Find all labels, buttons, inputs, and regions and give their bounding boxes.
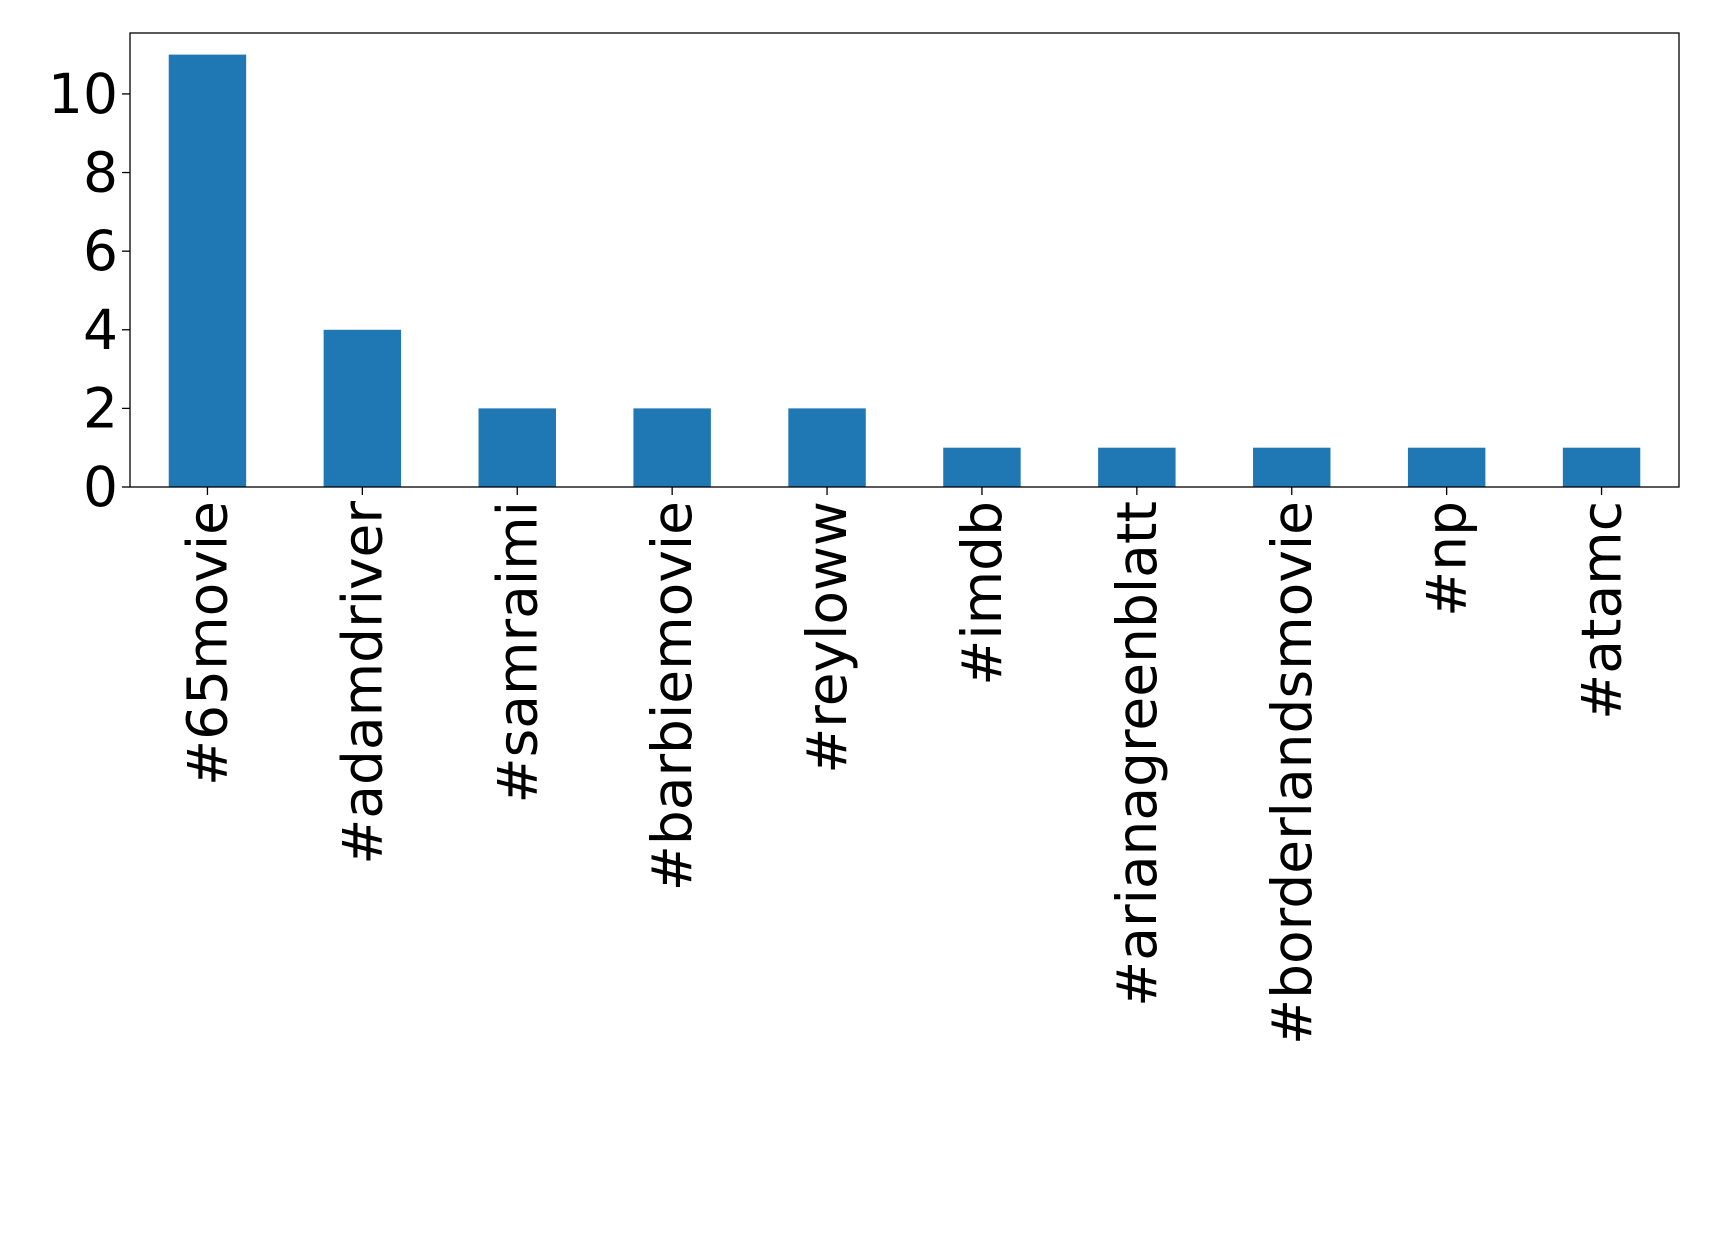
plot-frame (129, 32, 1680, 488)
x-tick-label: #np (1415, 501, 1479, 617)
bar-arianagreenblatt (1098, 447, 1176, 487)
x-tick-label: #adamdriver (330, 501, 394, 865)
x-tick-label: #atamc (1570, 501, 1634, 720)
x-tick-label: #borderlandsmovie (1260, 501, 1324, 1045)
bar-np (1407, 447, 1486, 487)
x-tick-label: #arianagreenblatt (1105, 501, 1169, 1007)
x-tick-label: #reyloww (795, 501, 859, 774)
bar-65movie (168, 54, 247, 487)
x-tick-label: #barbiemovie (640, 501, 704, 891)
x-tick-label: #samraimi (485, 501, 549, 803)
y-tick-label: 6 (83, 219, 118, 283)
bar-atamc (1562, 447, 1641, 487)
y-tick-label: 2 (83, 376, 118, 440)
bar-adamdriver (323, 329, 402, 487)
x-tick-label: #65movie (175, 501, 239, 786)
y-tick-label: 8 (83, 141, 118, 205)
bar-imdb (943, 447, 1021, 487)
y-tick-label: 4 (83, 298, 118, 362)
bar-reyloww (788, 408, 866, 487)
y-tick-label: 10 (48, 62, 118, 126)
y-tick-label: 0 (83, 455, 118, 519)
bar-borderlandsmovie (1253, 447, 1331, 487)
bar-samraimi (478, 408, 556, 487)
x-tick-label: #imdb (950, 501, 1014, 686)
bar-barbiemovie (633, 408, 711, 487)
